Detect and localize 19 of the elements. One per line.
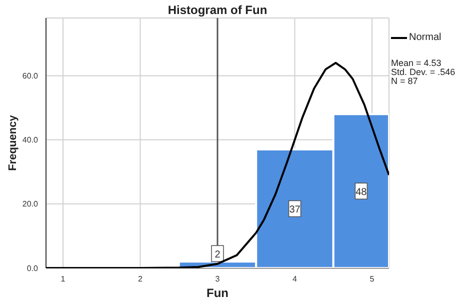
data-label: 37 [289,204,301,216]
x-tick-label: 3 [215,274,220,284]
text: Mean = 4.53 [391,58,442,68]
y-tick-label: 0.0 [26,264,39,273]
y-axis-title: Frequency [7,115,19,171]
y-tick-label: 60.0 [22,72,39,81]
x-tick-label: 4 [292,274,298,284]
data-label: 2 [214,250,221,261]
text: N = 87 [391,76,419,86]
x-tick-label: 2 [138,274,144,284]
x-tick-label: 5 [370,274,375,284]
x-axis-title: Fun [206,286,230,300]
chart-title: Histogram of Fun [166,3,268,17]
y-tick-label: 20.0 [22,200,39,209]
text: Std. Dev. = .546 [391,67,456,77]
y-tick-label: 40.0 [22,136,39,145]
x-tick-label: 1 [60,274,66,284]
legend-label: Normal [409,32,442,43]
data-label: 48 [356,187,368,198]
